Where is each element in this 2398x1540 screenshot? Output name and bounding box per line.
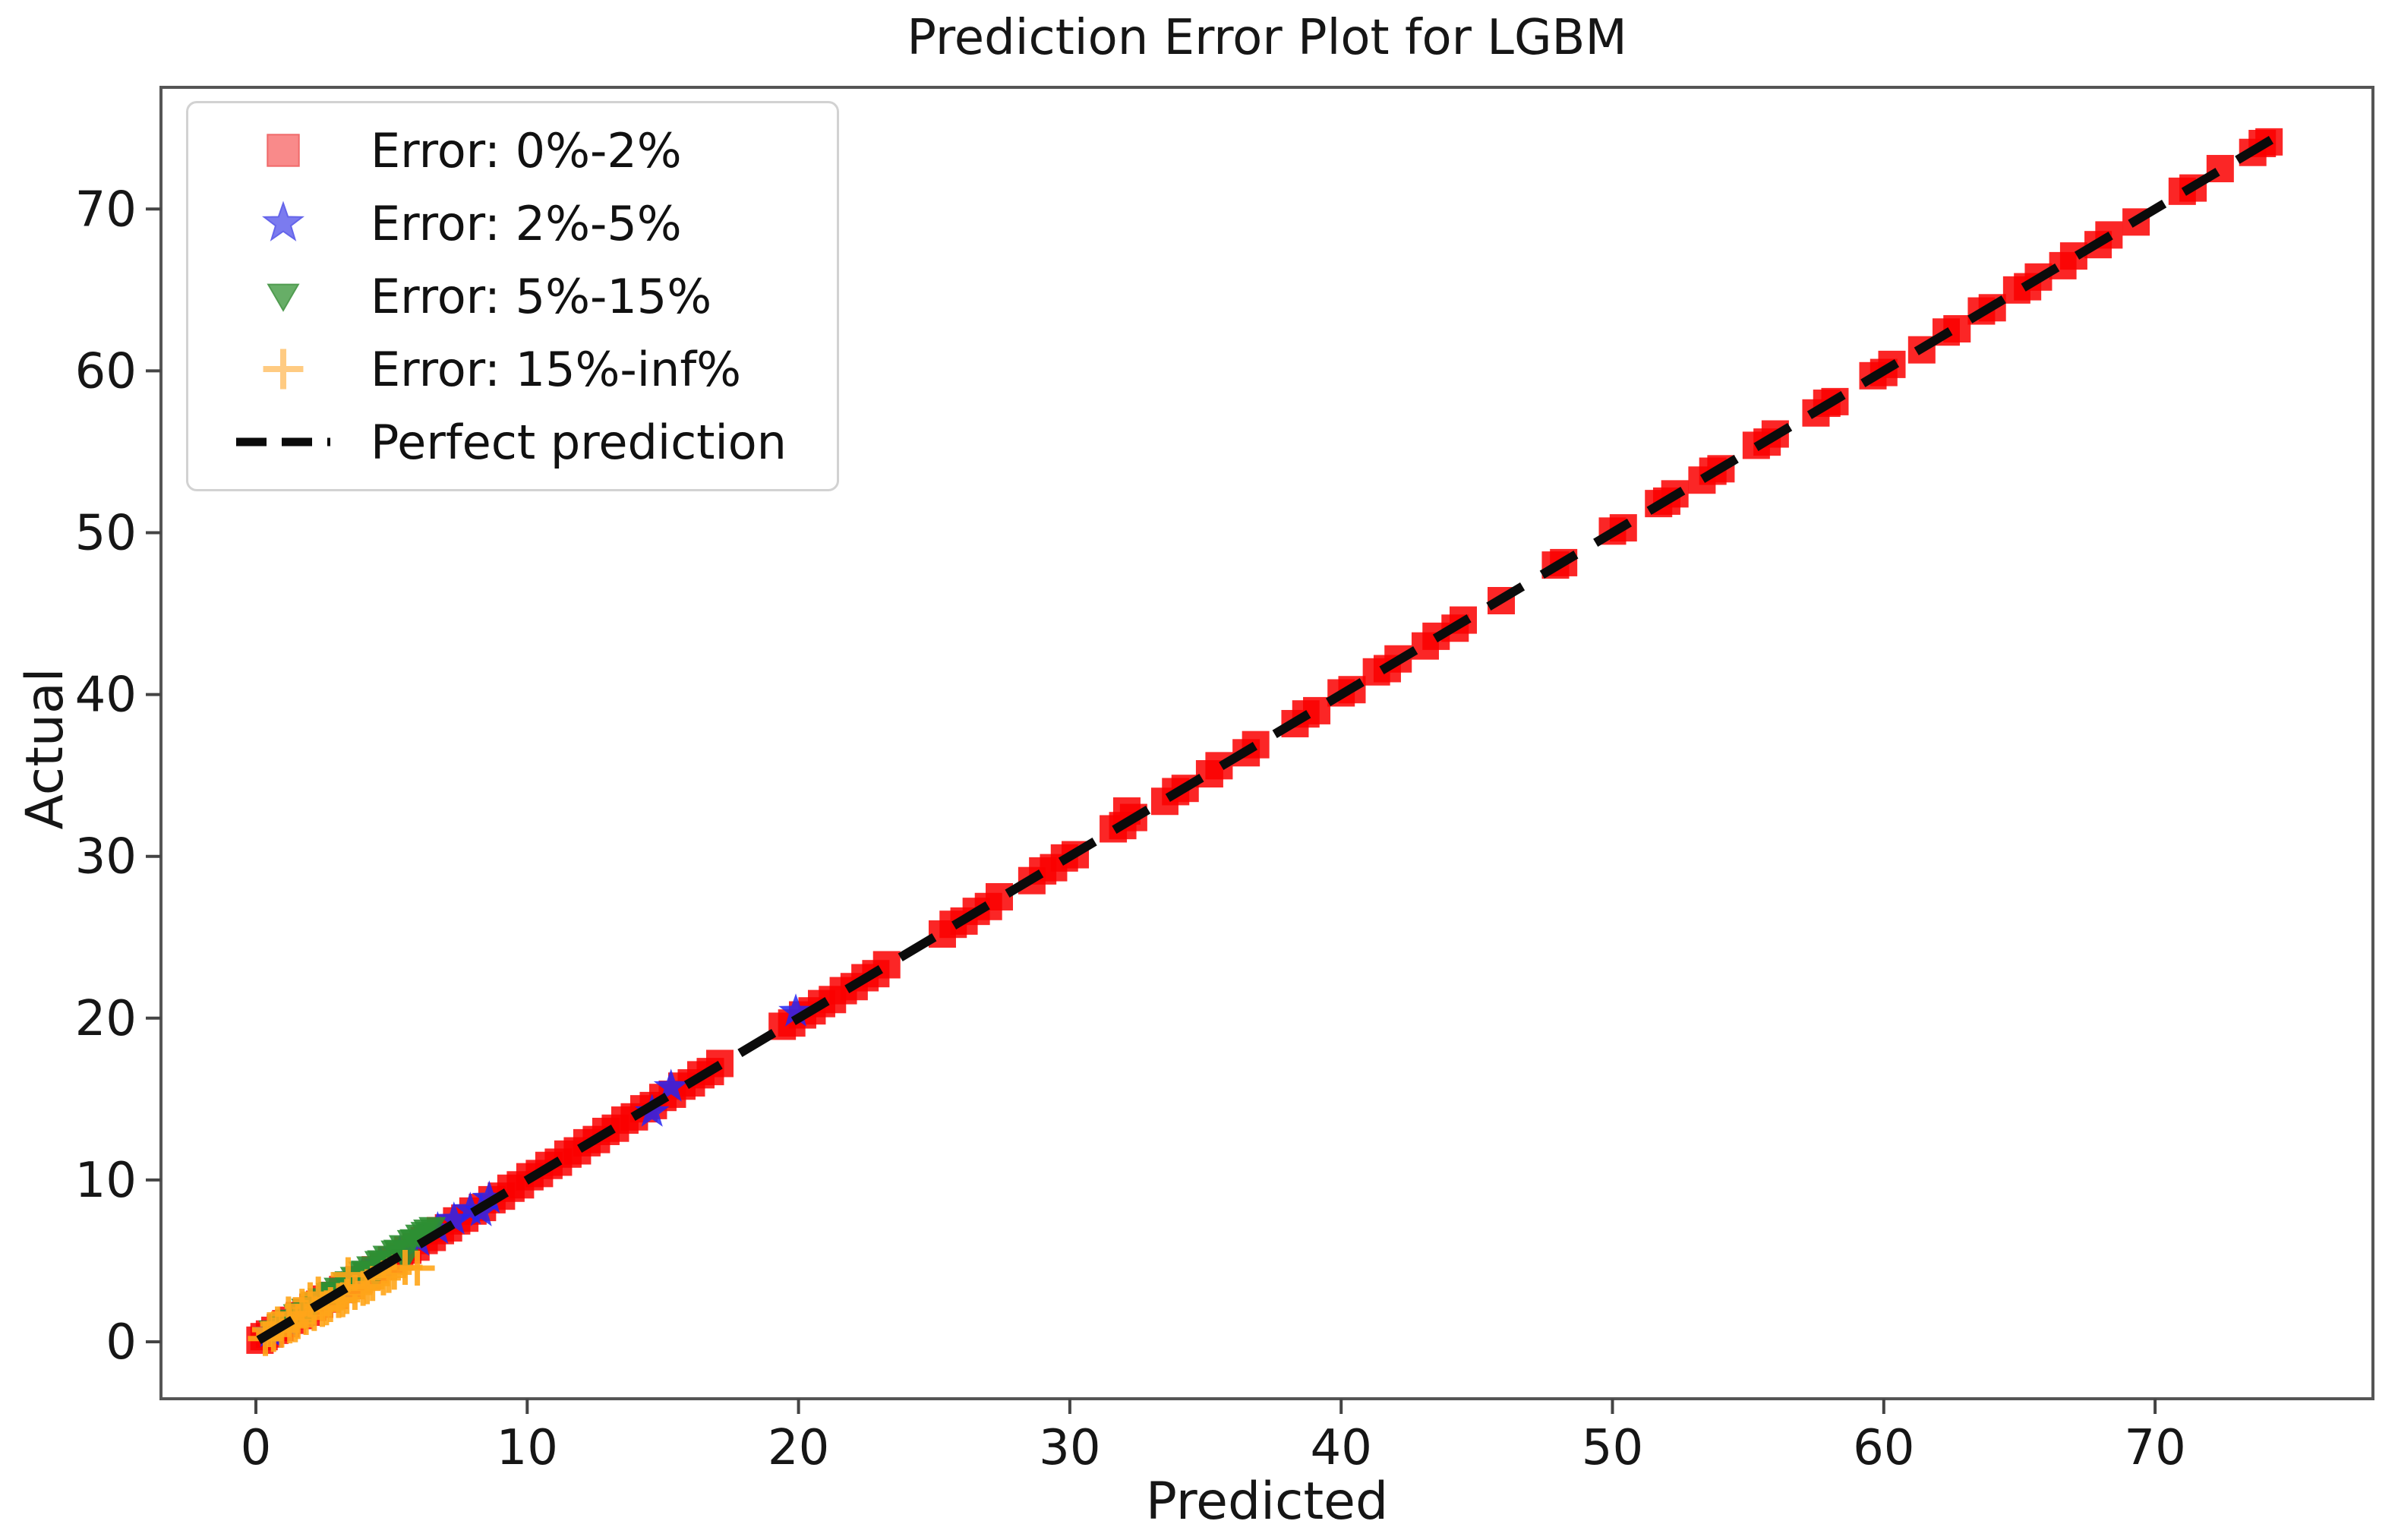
square-marker bbox=[267, 134, 300, 167]
y-tick-label: 50 bbox=[75, 506, 137, 562]
star-legend-icon bbox=[261, 200, 305, 241]
legend-entry: Perfect prediction bbox=[196, 412, 829, 472]
legend-entry-label: Error: 0%-2% bbox=[371, 122, 682, 178]
legend-entry: Error: 0%-2% bbox=[196, 120, 829, 181]
x-tick-label: 30 bbox=[1039, 1420, 1100, 1476]
series-plus bbox=[248, 1249, 435, 1356]
legend-entry-label: Error: 15%-inf% bbox=[371, 341, 742, 397]
legend-entry-label: Error: 5%-15% bbox=[371, 268, 712, 324]
axes-frame bbox=[159, 86, 2374, 1400]
x-axis-label: Predicted bbox=[1145, 1472, 1389, 1532]
x-tick-label: 0 bbox=[241, 1420, 272, 1476]
triangle-down-marker bbox=[267, 283, 300, 312]
x-tick-label: 10 bbox=[497, 1420, 558, 1476]
legend-entry: Error: 2%-5% bbox=[196, 193, 829, 254]
triangle-down-marker bbox=[418, 1217, 446, 1241]
y-tick-label: 0 bbox=[106, 1314, 137, 1371]
legend: Error: 0%-2% Error: 2%-5% Error: 5%-15% Err… bbox=[186, 101, 839, 491]
plus-marker bbox=[399, 1251, 435, 1286]
y-tick-label: 60 bbox=[75, 343, 137, 399]
y-tick-label: 30 bbox=[75, 829, 137, 885]
dash-legend-icon bbox=[236, 437, 330, 447]
square-legend-icon bbox=[267, 134, 300, 167]
y-tick-label: 10 bbox=[75, 1153, 137, 1209]
star-marker bbox=[653, 1068, 689, 1102]
star-marker bbox=[472, 1180, 507, 1213]
x-tick-label: 60 bbox=[1853, 1420, 1914, 1476]
square-marker bbox=[986, 882, 1014, 910]
legend-entry-label: Perfect prediction bbox=[371, 414, 787, 470]
y-tick-label: 70 bbox=[75, 181, 137, 238]
x-tick-label: 40 bbox=[1310, 1420, 1371, 1476]
triangle-down-marker bbox=[367, 1250, 395, 1274]
x-tick-label: 50 bbox=[1582, 1420, 1643, 1476]
x-tick-label: 20 bbox=[768, 1420, 829, 1476]
y-tick-label: 20 bbox=[75, 991, 137, 1047]
chart-title: Prediction Error Plot for LGBM bbox=[907, 10, 1627, 66]
legend-entry: Error: 15%-inf% bbox=[196, 339, 829, 399]
legend-entry-label: Error: 2%-5% bbox=[371, 195, 682, 251]
y-axis-label: Actual bbox=[15, 667, 75, 830]
star-marker bbox=[437, 1201, 472, 1235]
perfect-prediction-line bbox=[256, 134, 2277, 1345]
legend-entry: Error: 5%-15% bbox=[196, 266, 829, 327]
plus-marker bbox=[330, 1257, 366, 1292]
plus-marker bbox=[263, 349, 304, 390]
triangle-down-legend-icon bbox=[267, 283, 300, 312]
plus-legend-icon bbox=[263, 349, 304, 390]
star-marker bbox=[261, 200, 305, 241]
x-tick-label: 70 bbox=[2124, 1420, 2185, 1476]
square-marker bbox=[1303, 696, 1331, 724]
y-tick-label: 40 bbox=[75, 667, 137, 724]
star-marker bbox=[778, 993, 813, 1027]
